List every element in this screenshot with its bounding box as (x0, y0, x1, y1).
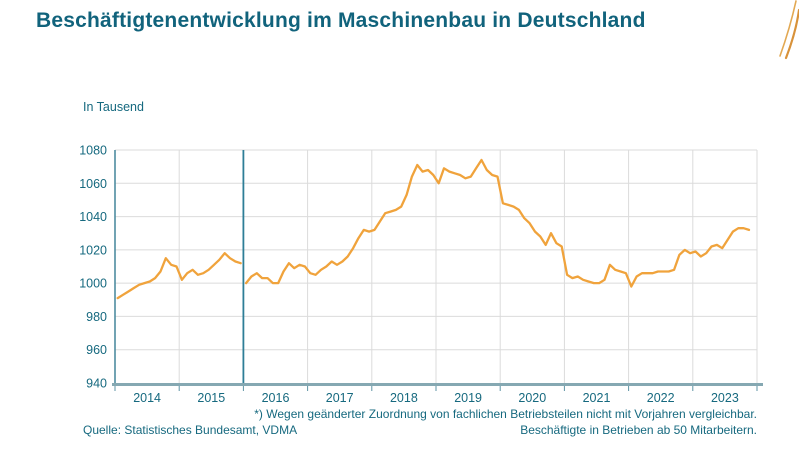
footnote-break-explanation: *) Wegen geänderter Zuordnung von fachli… (254, 407, 757, 421)
y-axis-label: 1040 (79, 210, 107, 224)
source-label: Quelle: Statistisches Bundesamt, VDMA (83, 423, 298, 437)
page-title: Beschäftigtenentwicklung im Maschinenbau… (36, 9, 646, 32)
y-axis-unit-label: In Tausend (83, 100, 144, 114)
y-axis-label: 1080 (79, 144, 107, 158)
y-axis-label: 1020 (79, 243, 107, 257)
x-axis-label: 2014 (133, 391, 161, 405)
vdma-swoosh-icon (779, 0, 799, 60)
x-axis-label: 2023 (711, 391, 739, 405)
y-axis-label: 960 (86, 343, 107, 357)
y-axis-label: 1000 (79, 277, 107, 291)
x-axis-label: 2015 (197, 391, 225, 405)
y-axis-label: 1060 (79, 177, 107, 191)
x-axis-label: 2018 (390, 391, 418, 405)
x-axis-label: 2019 (454, 391, 482, 405)
x-axis-label: 2016 (262, 391, 290, 405)
y-axis-label: 980 (86, 310, 107, 324)
employment-line-post-2016 (244, 158, 751, 288)
footnote-scope: Beschäftigte in Betrieben ab 50 Mitarbei… (520, 423, 757, 437)
x-axis-label: 2020 (518, 391, 546, 405)
y-axis-label: 940 (86, 377, 107, 391)
x-axis-label: 2022 (647, 391, 675, 405)
x-axis-label: 2021 (583, 391, 611, 405)
employment-line-pre-2016 (116, 252, 242, 300)
x-axis-label: 2017 (326, 391, 354, 405)
